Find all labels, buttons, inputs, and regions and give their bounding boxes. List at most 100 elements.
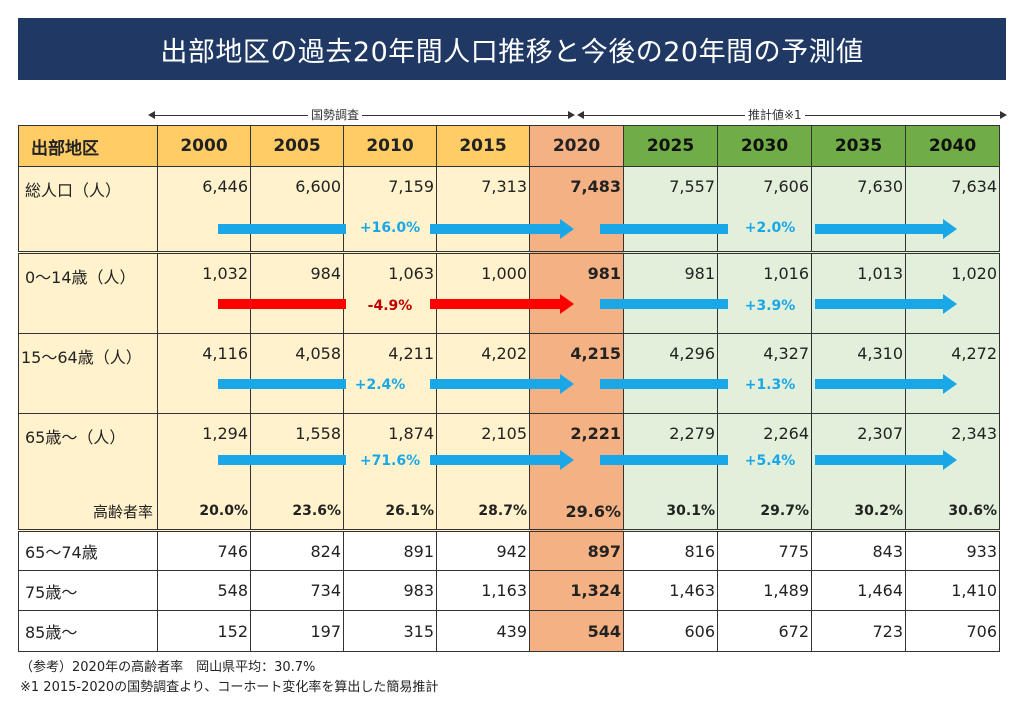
table-cell: 4,296 bbox=[623, 333, 718, 377]
estimate-span: 推計値※1 bbox=[577, 104, 1007, 126]
table-cell: 6,600 bbox=[250, 166, 344, 215]
footnote: ※1 2015-2020の国勢調査より、コーホート変化率を算出した簡易推計 bbox=[20, 680, 439, 695]
table-cell: 981 bbox=[529, 252, 624, 297]
table-cell: 7,630 bbox=[811, 166, 906, 215]
table-row: 85歳～ 152 197 315 439 544 606 672 723 706 bbox=[18, 610, 1000, 652]
table-cell: 152 bbox=[157, 610, 251, 652]
table-cell: 544 bbox=[529, 610, 624, 652]
table-cell: 4,310 bbox=[811, 333, 906, 377]
arrow-row bbox=[18, 215, 1000, 254]
aging-rate-label: 高齢者率 bbox=[18, 493, 158, 532]
table-cell: 7,159 bbox=[343, 166, 437, 215]
row-label: 総人口（人） bbox=[18, 166, 158, 215]
table-row: 65～74歳 746 824 891 942 897 816 775 843 9… bbox=[18, 530, 1000, 571]
table-cell: 942 bbox=[436, 530, 530, 571]
census-span-label: 国勢調査 bbox=[308, 106, 363, 123]
year-header: 2040 bbox=[905, 125, 1000, 167]
aging-rate-cell: 29.6% bbox=[529, 493, 624, 532]
estimate-span-label: 推計値※1 bbox=[745, 106, 805, 123]
year-header: 2015 bbox=[436, 125, 530, 167]
table-cell: 734 bbox=[250, 570, 344, 611]
year-header: 2025 bbox=[623, 125, 718, 167]
row-label: 0～14歳（人） bbox=[18, 252, 158, 297]
table-row: 65歳～（人） 1,294 1,558 1,874 2,105 2,221 2,… bbox=[18, 413, 1000, 457]
table-cell: 2,221 bbox=[529, 413, 624, 457]
table-cell: 2,105 bbox=[436, 413, 530, 457]
aging-rate-cell: 23.6% bbox=[250, 493, 344, 532]
aging-rate-row: 高齢者率 20.0% 23.6% 26.1% 28.7% 29.6% 30.1%… bbox=[18, 493, 1000, 532]
table-cell: 672 bbox=[717, 610, 812, 652]
table-cell: 816 bbox=[623, 530, 718, 571]
arrow-row bbox=[18, 297, 1000, 334]
table-cell: 2,264 bbox=[717, 413, 812, 457]
aging-rate-cell: 30.2% bbox=[811, 493, 906, 532]
table-cell: 723 bbox=[811, 610, 906, 652]
row-label: 85歳～ bbox=[18, 610, 158, 652]
table-cell: 2,343 bbox=[905, 413, 1000, 457]
table-cell: 1,000 bbox=[436, 252, 530, 297]
table-cell: 1,410 bbox=[905, 570, 1000, 611]
table-cell: 6,446 bbox=[157, 166, 251, 215]
year-header: 2030 bbox=[717, 125, 812, 167]
table-cell: 1,324 bbox=[529, 570, 624, 611]
table-cell: 1,063 bbox=[343, 252, 437, 297]
header-row: 出部地区 2000 2005 2010 2015 2020 2025 2030 … bbox=[18, 125, 1000, 167]
table-cell: 4,327 bbox=[717, 333, 812, 377]
census-span: 国勢調査 bbox=[148, 104, 576, 126]
table-cell: 983 bbox=[343, 570, 437, 611]
table-cell: 1,489 bbox=[717, 570, 812, 611]
table-cell: 1,464 bbox=[811, 570, 906, 611]
aging-rate-cell: 30.1% bbox=[623, 493, 718, 532]
arrow-row bbox=[18, 457, 1000, 493]
table-cell: 1,020 bbox=[905, 252, 1000, 297]
table-cell: 4,202 bbox=[436, 333, 530, 377]
table-cell: 4,058 bbox=[250, 333, 344, 377]
table-cell: 706 bbox=[905, 610, 1000, 652]
population-table: 出部地区 2000 2005 2010 2015 2020 2025 2030 … bbox=[18, 125, 1000, 652]
table-cell: 606 bbox=[623, 610, 718, 652]
table-cell: 439 bbox=[436, 610, 530, 652]
table-cell: 7,606 bbox=[717, 166, 812, 215]
table-cell: 891 bbox=[343, 530, 437, 571]
table-cell: 1,016 bbox=[717, 252, 812, 297]
row-label: 65～74歳 bbox=[18, 530, 158, 571]
table-cell: 775 bbox=[717, 530, 812, 571]
table-row: 75歳～ 548 734 983 1,163 1,324 1,463 1,489… bbox=[18, 570, 1000, 611]
row-label: 15～64歳（人） bbox=[18, 333, 158, 377]
aging-rate-cell: 30.6% bbox=[905, 493, 1000, 532]
table-cell: 2,279 bbox=[623, 413, 718, 457]
year-header: 2000 bbox=[157, 125, 251, 167]
table-cell: 7,557 bbox=[623, 166, 718, 215]
table-cell: 4,215 bbox=[529, 333, 624, 377]
year-header: 2005 bbox=[250, 125, 344, 167]
table-row: 総人口（人） 6,446 6,600 7,159 7,313 7,483 7,5… bbox=[18, 166, 1000, 215]
year-header: 2010 bbox=[343, 125, 437, 167]
reference-note: （参考）2020年の高齢者率 岡山県平均：30.7% bbox=[20, 660, 316, 675]
corner-header: 出部地区 bbox=[18, 125, 158, 167]
row-label: 65歳～（人） bbox=[18, 413, 158, 457]
table-cell: 824 bbox=[250, 530, 344, 571]
table-cell: 746 bbox=[157, 530, 251, 571]
table-cell: 1,163 bbox=[436, 570, 530, 611]
page-title: 出部地区の過去20年間人口推移と今後の20年間の予測値 bbox=[18, 18, 1006, 80]
aging-rate-cell: 20.0% bbox=[157, 493, 251, 532]
year-header: 2035 bbox=[811, 125, 906, 167]
table-cell: 197 bbox=[250, 610, 344, 652]
table-cell: 7,634 bbox=[905, 166, 1000, 215]
table-cell: 4,116 bbox=[157, 333, 251, 377]
table-cell: 315 bbox=[343, 610, 437, 652]
table-cell: 933 bbox=[905, 530, 1000, 571]
year-header: 2020 bbox=[529, 125, 624, 167]
table-cell: 1,558 bbox=[250, 413, 344, 457]
table-cell: 897 bbox=[529, 530, 624, 571]
table-cell: 4,211 bbox=[343, 333, 437, 377]
aging-rate-cell: 28.7% bbox=[436, 493, 530, 532]
table-cell: 1,032 bbox=[157, 252, 251, 297]
table-cell: 1,463 bbox=[623, 570, 718, 611]
arrow-row bbox=[18, 377, 1000, 414]
table-cell: 548 bbox=[157, 570, 251, 611]
table-cell: 4,272 bbox=[905, 333, 1000, 377]
aging-rate-cell: 29.7% bbox=[717, 493, 812, 532]
table-cell: 981 bbox=[623, 252, 718, 297]
table-row: 15～64歳（人） 4,116 4,058 4,211 4,202 4,215 … bbox=[18, 333, 1000, 377]
